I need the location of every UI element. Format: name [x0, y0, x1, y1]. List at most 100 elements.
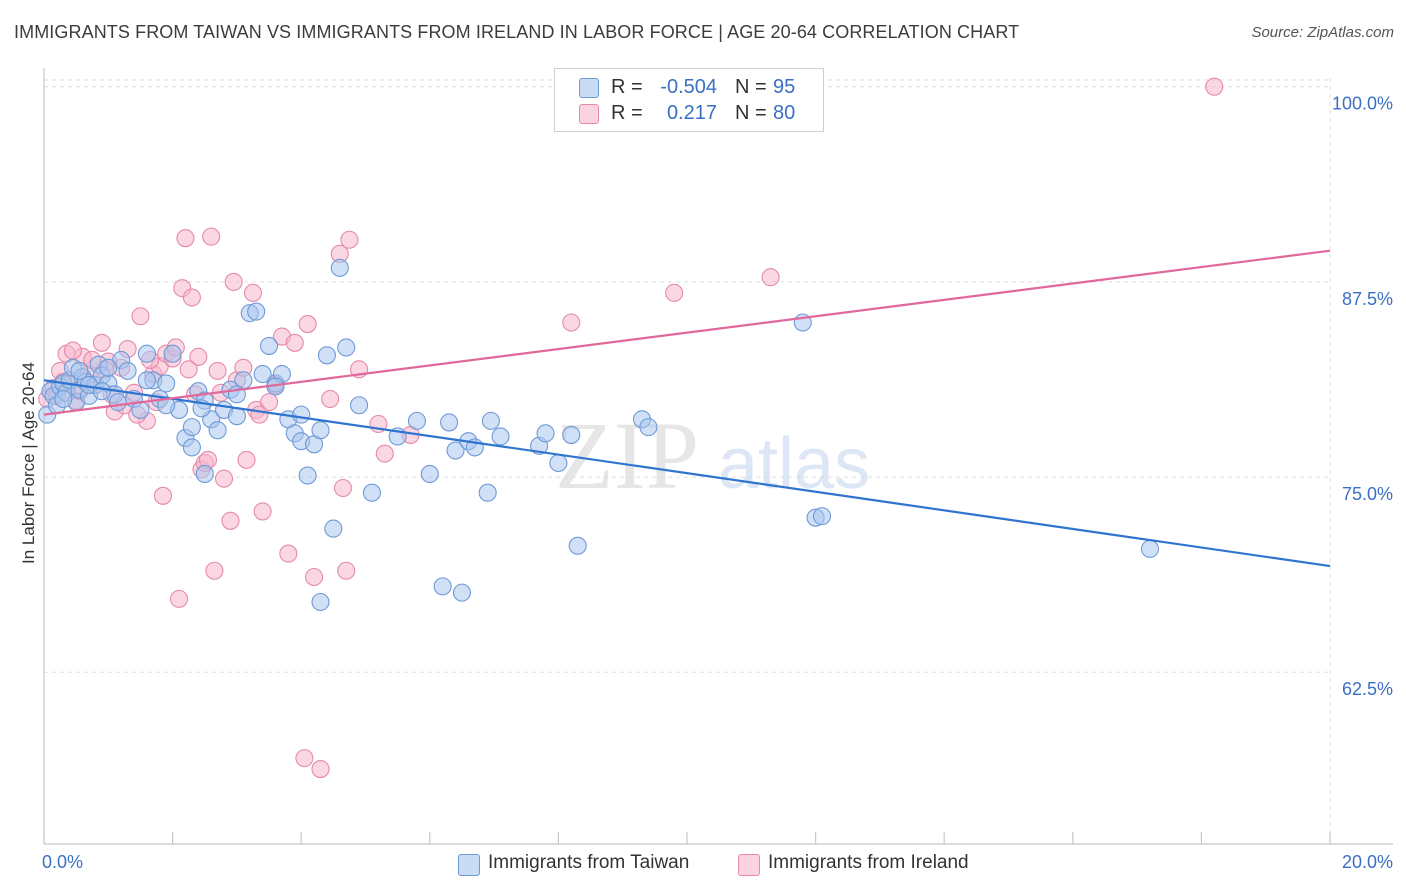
point-taiwan	[452, 583, 472, 602]
point-ireland	[176, 229, 195, 248]
trend-line-taiwan	[43, 379, 1331, 568]
legend-r-label: R =	[611, 76, 643, 98]
point-ireland	[224, 272, 243, 291]
point-taiwan	[478, 483, 497, 502]
point-taiwan	[182, 438, 201, 457]
point-taiwan	[259, 336, 279, 355]
point-ireland	[92, 333, 111, 352]
point-taiwan	[247, 302, 266, 321]
point-taiwan	[812, 507, 832, 526]
point-taiwan	[163, 344, 182, 363]
point-taiwan	[1140, 539, 1160, 558]
point-taiwan	[208, 421, 227, 440]
axes-layer	[43, 68, 1393, 845]
source-credit: Source: ZipAtlas.com	[1251, 24, 1394, 41]
legend-n-value: 95	[773, 76, 796, 98]
y-tick-label: 100.0%	[1332, 94, 1393, 114]
chart-title: IMMIGRANTS FROM TAIWAN VS IMMIGRANTS FRO…	[14, 22, 1020, 42]
point-taiwan	[253, 364, 272, 384]
point-ireland	[208, 361, 227, 380]
point-ireland	[562, 313, 581, 332]
point-ireland	[169, 589, 189, 608]
point-taiwan	[108, 393, 127, 412]
point-ireland	[202, 227, 221, 246]
legend-row-ireland: R = 0.217 N = 80	[555, 101, 823, 127]
point-ireland	[237, 450, 256, 469]
point-taiwan	[182, 418, 201, 437]
point-ireland	[205, 561, 224, 580]
point-ireland	[243, 283, 263, 302]
point-ireland	[259, 393, 279, 412]
point-taiwan	[137, 371, 156, 390]
point-taiwan	[568, 536, 587, 555]
x-tick-label-min: 0.0%	[42, 852, 84, 872]
point-taiwan	[350, 396, 369, 415]
point-taiwan	[420, 464, 439, 484]
point-ireland	[214, 469, 234, 488]
legend-swatch-taiwan	[579, 78, 599, 98]
legend-r-label: R =	[611, 102, 643, 124]
point-taiwan	[446, 441, 465, 460]
point-ireland	[285, 333, 304, 352]
point-ireland	[311, 760, 330, 779]
point-ireland	[305, 567, 324, 587]
point-ireland	[63, 341, 82, 360]
bottom-legend-label-ireland: Immigrants from Ireland	[768, 852, 969, 873]
point-taiwan	[330, 258, 349, 277]
point-ireland	[279, 544, 298, 563]
point-taiwan	[324, 519, 343, 538]
legend-n-label: N =	[735, 76, 767, 98]
correlation-legend: R = -0.504 N = 95 R = 0.217 N = 80	[554, 68, 824, 132]
point-taiwan	[227, 407, 246, 426]
legend-row-taiwan: R = -0.504 N = 95	[555, 75, 823, 101]
point-ireland	[295, 749, 314, 768]
point-ireland	[761, 268, 780, 287]
legend-r-value: -0.504	[660, 76, 717, 98]
point-ireland	[298, 315, 317, 334]
point-taiwan	[311, 592, 330, 612]
point-ireland	[253, 502, 272, 521]
point-taiwan	[99, 358, 118, 377]
point-taiwan	[440, 413, 459, 432]
legend-swatch-ireland	[579, 104, 599, 124]
legend-n-value: 80	[773, 102, 796, 124]
watermark-atlas: atlas	[718, 424, 870, 504]
bottom-legend-swatch-taiwan	[458, 854, 480, 876]
point-taiwan	[195, 464, 214, 484]
watermark-zip: ZIP	[555, 402, 699, 509]
point-taiwan	[92, 382, 111, 401]
point-ireland	[250, 405, 269, 424]
legend-n-label: N =	[735, 102, 767, 124]
point-ireland	[665, 283, 684, 302]
point-taiwan	[137, 344, 156, 363]
point-taiwan	[562, 425, 581, 444]
y-tick-label: 87.5%	[1342, 289, 1393, 309]
bottom-legend-swatch-ireland	[738, 854, 760, 876]
trend-layer	[43, 249, 1331, 568]
point-taiwan	[292, 405, 311, 424]
legend-r-value: 0.217	[666, 102, 717, 124]
point-ireland	[153, 486, 173, 505]
x-tick-label-max: 20.0%	[1341, 852, 1393, 872]
point-taiwan	[157, 396, 176, 415]
point-taiwan	[407, 411, 426, 430]
y-tick-label: 62.5%	[1342, 679, 1393, 699]
point-ireland	[182, 288, 201, 307]
point-taiwan	[118, 361, 137, 380]
point-taiwan	[317, 346, 336, 365]
point-taiwan	[481, 411, 500, 430]
point-taiwan	[549, 453, 568, 473]
point-taiwan	[298, 466, 317, 485]
point-taiwan	[362, 483, 381, 502]
y-tick-labels: 100.0% 87.5% 75.0% 62.5%	[1332, 94, 1393, 700]
y-axis-label: In Labor Force | Age 20-64	[19, 362, 38, 564]
point-ireland	[1205, 77, 1224, 96]
point-taiwan	[157, 374, 176, 393]
point-taiwan	[311, 421, 330, 440]
bottom-legend-label-taiwan: Immigrants from Taiwan	[488, 852, 690, 873]
point-ireland	[179, 360, 198, 379]
point-taiwan	[433, 577, 452, 596]
point-ireland	[189, 347, 208, 366]
point-taiwan	[54, 389, 73, 409]
